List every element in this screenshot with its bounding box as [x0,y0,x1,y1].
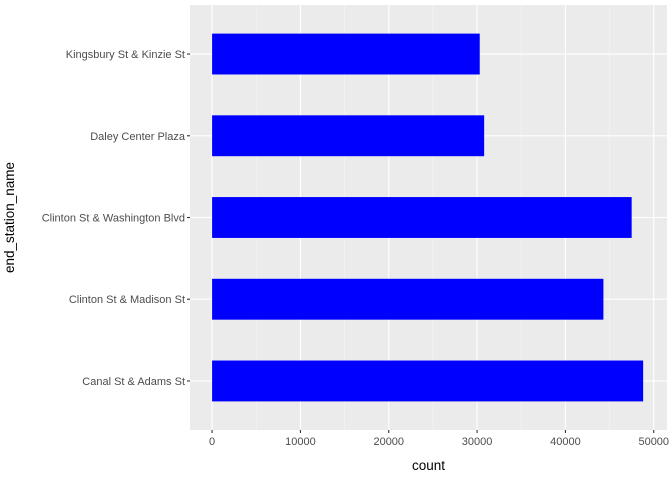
x-axis-ticks: 0 10000 20000 30000 40000 50000 [209,430,669,448]
x-tick-label: 0 [209,436,215,448]
x-tick-label: 10000 [285,436,316,448]
y-axis-ticks: Canal St & Adams St Clinton St & Madison … [42,49,190,388]
bar [212,33,480,75]
bar [212,197,632,238]
x-axis-title: count [412,458,445,473]
x-tick-label: 50000 [638,436,669,448]
x-tick-label: 40000 [550,436,581,448]
x-tick-label: 20000 [373,436,404,448]
y-tick-label: Daley Center Plaza [90,131,186,143]
y-axis-title: end_station_name [2,162,17,273]
y-tick-label: Clinton St & Madison St [69,294,185,306]
y-tick-label: Kingsbury St & Kinzie St [66,49,185,61]
bar [212,115,485,157]
y-tick-label: Clinton St & Washington Blvd [42,213,185,225]
bar [212,278,604,320]
bar [212,360,644,402]
bars-group [212,33,644,402]
x-tick-label: 30000 [462,436,493,448]
y-tick-label: Canal St & Adams St [82,376,185,388]
